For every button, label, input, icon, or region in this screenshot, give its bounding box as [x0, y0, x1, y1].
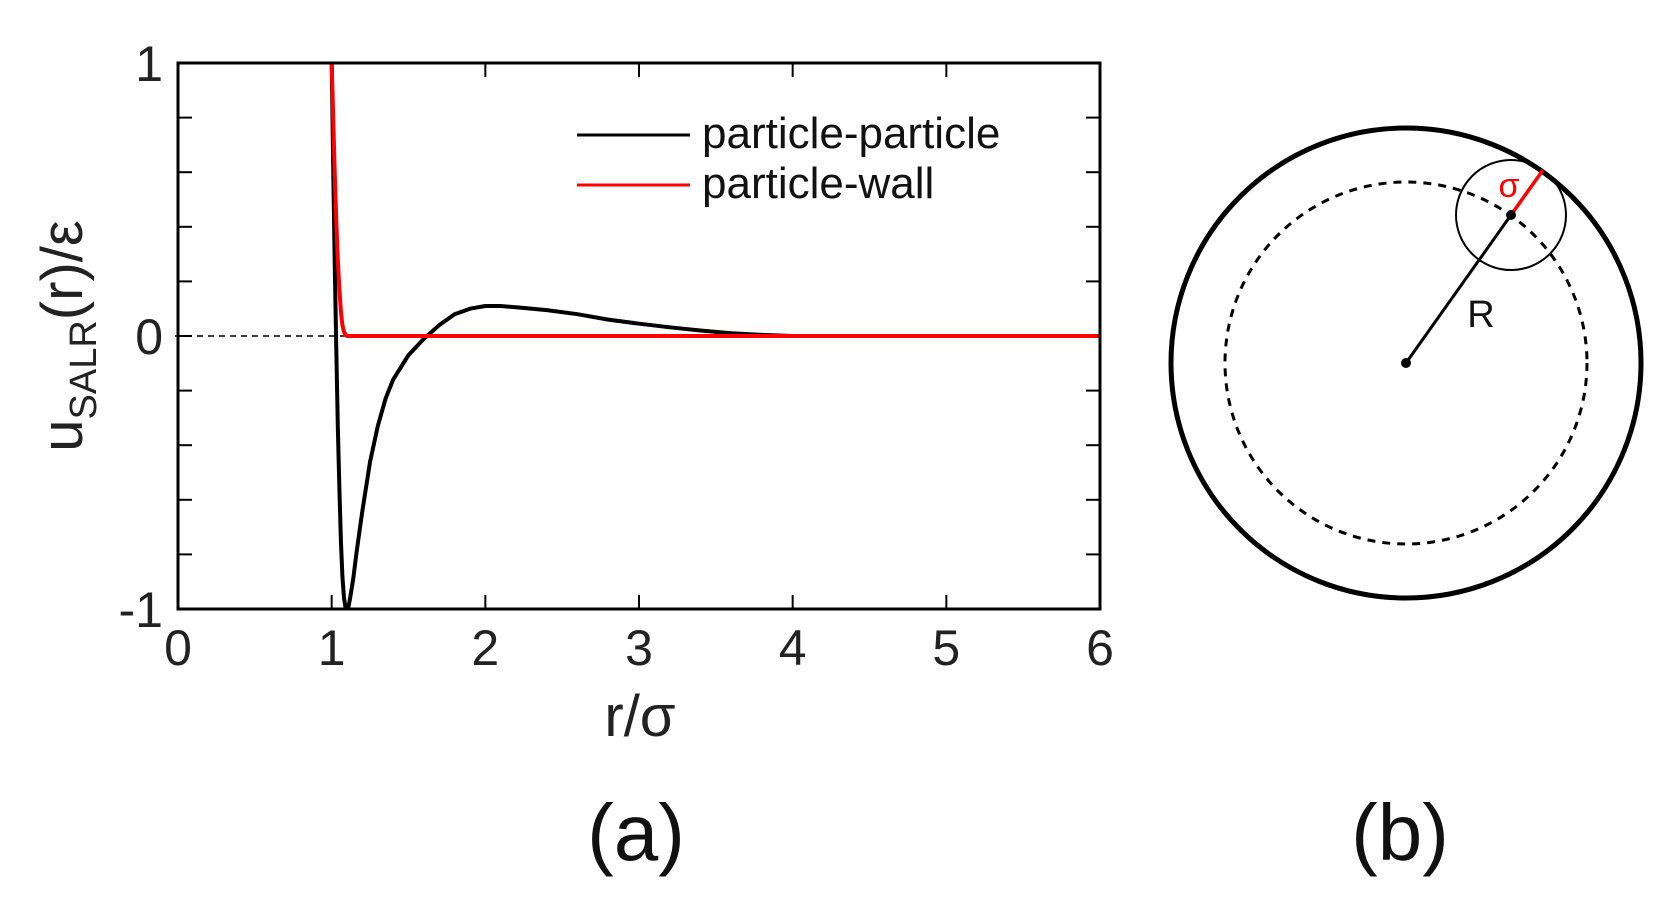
- x-tick-label-5: 5: [932, 620, 960, 676]
- y-tick-labels: 1 0 -1: [119, 36, 163, 638]
- y-axis-label-subscript: SALR: [63, 320, 105, 419]
- x-tick-label-1: 1: [318, 620, 346, 676]
- radius-line: [1404, 214, 1513, 364]
- series-layer: [329, 63, 1100, 609]
- panel-label-b: (b): [1351, 788, 1449, 877]
- y-tick-label-1: 0: [135, 309, 163, 365]
- y-axis-label-main: u: [30, 419, 95, 451]
- x-tick-label-4: 4: [779, 620, 807, 676]
- y-tick-label-0: 1: [135, 36, 163, 92]
- x-tick-label-0: 0: [164, 620, 192, 676]
- y-axis-label-rest: (r)/ε: [30, 220, 95, 320]
- y-axis-label: uSALR(r)/ε: [30, 220, 105, 451]
- legend: particle-particle particle-wall: [577, 109, 1000, 208]
- center-dot: [1401, 358, 1411, 368]
- legend-label-particle-wall: particle-wall: [702, 159, 934, 208]
- series-line-particle-particle: [329, 63, 1100, 609]
- x-tick-labels: 0 1 2 3 4 5 6: [164, 620, 1114, 676]
- x-tick-label-6: 6: [1086, 620, 1114, 676]
- x-tick-label-3: 3: [625, 620, 653, 676]
- plot-frame: [176, 61, 1102, 611]
- series-line-particle-wall: [329, 63, 1100, 338]
- legend-label-particle-particle: particle-particle: [702, 109, 1000, 158]
- x-axis-label: r/σ: [604, 684, 675, 749]
- confinement-diagram-panel-b: σ R (b): [1168, 125, 1644, 877]
- radius-label: R: [1467, 294, 1494, 336]
- y-tick-label-2: -1: [119, 582, 163, 638]
- sigma-line: [1509, 168, 1545, 217]
- panel-label-a: (a): [587, 788, 685, 877]
- dashed-radius-circle: [1223, 180, 1589, 546]
- sigma-label: σ: [1499, 167, 1520, 205]
- particle-center-dot: [1506, 210, 1516, 220]
- particle-circle: [1455, 159, 1567, 271]
- x-tick-label-2: 2: [471, 620, 499, 676]
- outer-wall-circle: [1168, 125, 1644, 601]
